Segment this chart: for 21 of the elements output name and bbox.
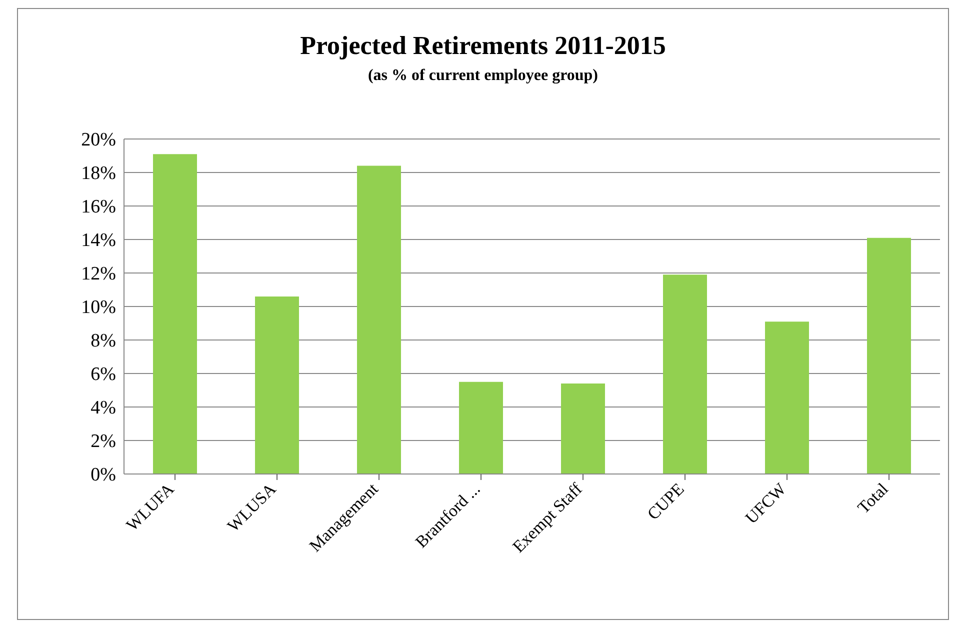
bar	[765, 322, 809, 474]
y-tick-label: 20%	[81, 130, 116, 151]
y-tick-label: 0%	[90, 464, 116, 486]
bar	[153, 154, 197, 474]
bar	[867, 238, 911, 474]
bar	[561, 384, 605, 474]
bar	[357, 166, 401, 474]
bar	[663, 274, 707, 474]
y-tick-label: 6%	[90, 364, 116, 386]
y-tick-label: 2%	[90, 431, 116, 452]
y-tick-label: 12%	[81, 264, 116, 285]
chart-subtitle: (as % of current employee group)	[366, 67, 600, 85]
y-tick-label: 16%	[81, 196, 116, 218]
y-tick-label: 10%	[81, 297, 116, 318]
y-tick-label: 18%	[81, 163, 116, 184]
bar	[255, 296, 299, 474]
chart-title: Projected Retirements 2011-2015	[299, 31, 667, 61]
y-tick-label: 8%	[90, 330, 116, 352]
bar	[459, 382, 503, 474]
y-tick-label: 4%	[90, 398, 116, 419]
y-tick-label: 14%	[81, 230, 116, 252]
